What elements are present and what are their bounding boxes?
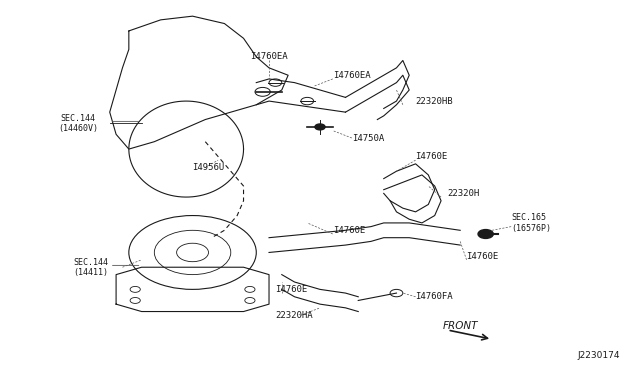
Text: 22320HA: 22320HA (276, 311, 314, 320)
Text: I4956U: I4956U (193, 163, 225, 172)
Text: SEC.165
(16576P): SEC.165 (16576P) (511, 213, 551, 232)
Text: I4760EA: I4760EA (250, 52, 288, 61)
Text: I4760E: I4760E (333, 226, 365, 235)
Text: I4760EA: I4760EA (333, 71, 371, 80)
Text: SEC.144
(14460V): SEC.144 (14460V) (58, 113, 98, 133)
Circle shape (315, 124, 325, 130)
Text: I4760FA: I4760FA (415, 292, 453, 301)
Text: 22320HB: 22320HB (415, 97, 453, 106)
Circle shape (478, 230, 493, 238)
Text: I4760E: I4760E (415, 152, 448, 161)
Text: I4750A: I4750A (352, 134, 384, 142)
Text: 22320H: 22320H (447, 189, 480, 198)
Text: J2230174: J2230174 (577, 351, 620, 360)
Text: I4760E: I4760E (275, 285, 308, 294)
Text: FRONT: FRONT (442, 321, 478, 331)
Text: I4760E: I4760E (467, 251, 499, 261)
Text: SEC.144
(14411): SEC.144 (14411) (73, 257, 108, 277)
